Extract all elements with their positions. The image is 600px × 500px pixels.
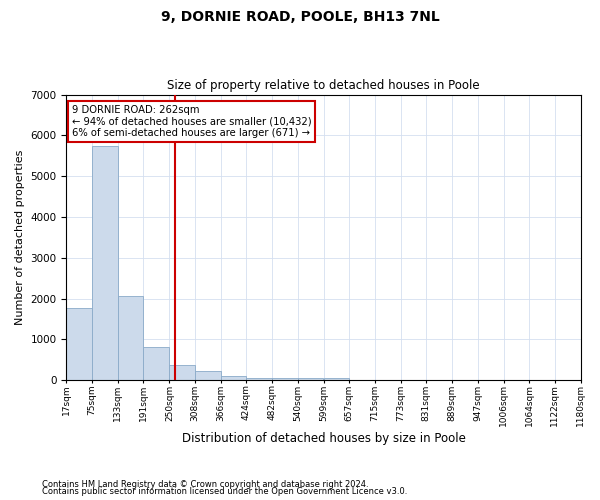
Text: 9, DORNIE ROAD, POOLE, BH13 7NL: 9, DORNIE ROAD, POOLE, BH13 7NL bbox=[161, 10, 439, 24]
Title: Size of property relative to detached houses in Poole: Size of property relative to detached ho… bbox=[167, 79, 480, 92]
Bar bbox=[67, 308, 92, 380]
Bar bbox=[143, 346, 169, 380]
Bar bbox=[195, 371, 221, 380]
Bar bbox=[247, 378, 272, 380]
Bar bbox=[92, 146, 118, 380]
Bar bbox=[298, 378, 323, 380]
Text: Contains public sector information licensed under the Open Government Licence v3: Contains public sector information licen… bbox=[42, 487, 407, 496]
Bar bbox=[323, 378, 349, 380]
Y-axis label: Number of detached properties: Number of detached properties bbox=[15, 150, 25, 325]
Bar bbox=[118, 296, 143, 380]
Text: Contains HM Land Registry data © Crown copyright and database right 2024.: Contains HM Land Registry data © Crown c… bbox=[42, 480, 368, 489]
X-axis label: Distribution of detached houses by size in Poole: Distribution of detached houses by size … bbox=[182, 432, 466, 445]
Bar bbox=[221, 376, 247, 380]
Text: 9 DORNIE ROAD: 262sqm
← 94% of detached houses are smaller (10,432)
6% of semi-d: 9 DORNIE ROAD: 262sqm ← 94% of detached … bbox=[71, 104, 311, 138]
Bar bbox=[272, 378, 298, 380]
Bar bbox=[169, 366, 195, 380]
